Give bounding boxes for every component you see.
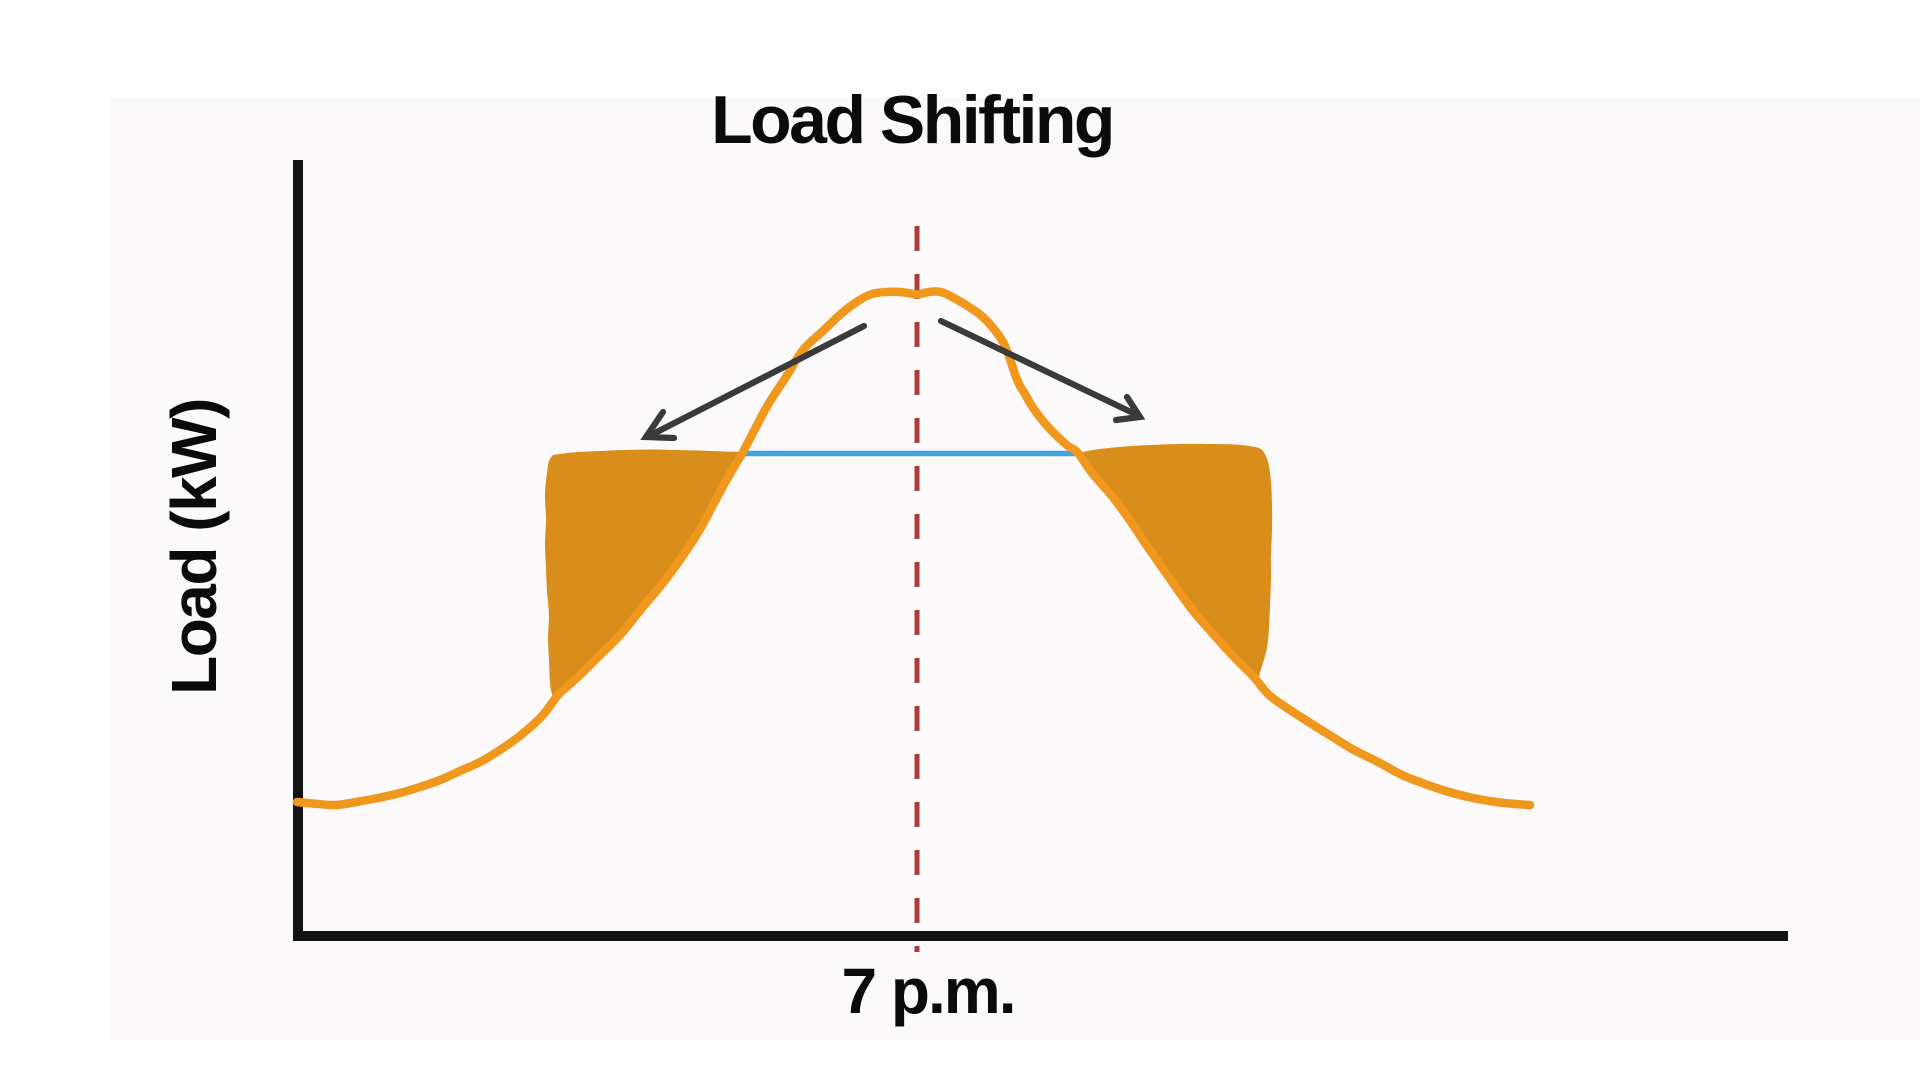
svg-text:Load Shifting: Load Shifting <box>711 82 1113 158</box>
svg-text:Load (kW): Load (kW) <box>158 399 230 695</box>
svg-text:7 p.m.: 7 p.m. <box>842 955 1015 1027</box>
